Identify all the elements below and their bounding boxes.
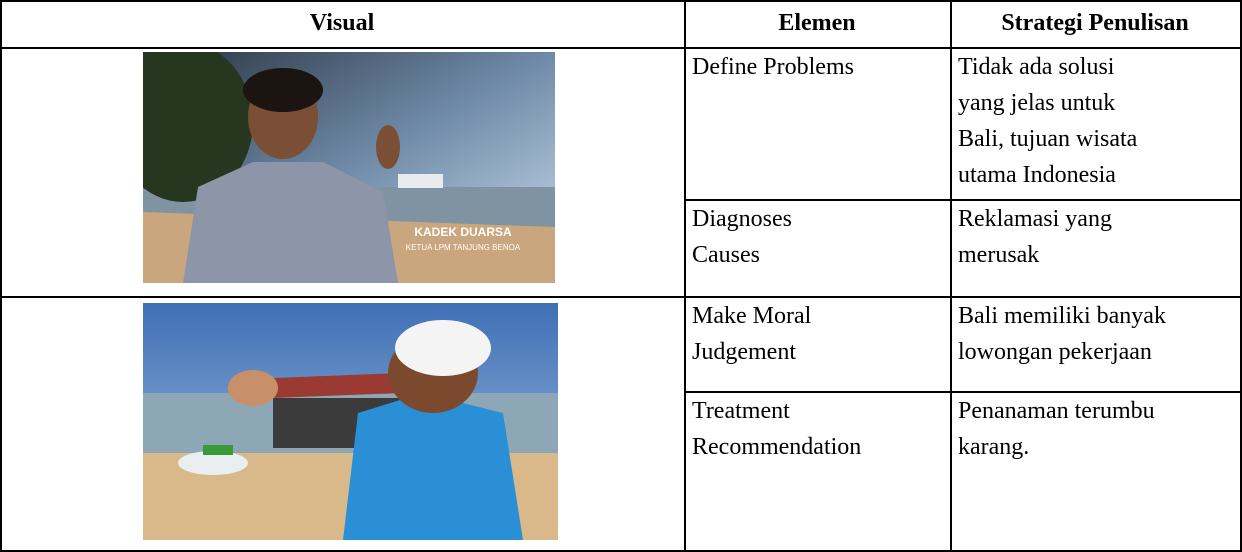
strategy-cell: Penanaman terumbu karang. <box>958 393 1155 465</box>
border <box>0 550 1242 552</box>
border <box>1240 0 1242 552</box>
text-line: Tidak ada solusi <box>958 54 1115 80</box>
header-cell: Elemen <box>778 10 856 36</box>
element-cell: Make Moral Judgement <box>692 298 811 370</box>
text-line: Judgement <box>692 339 796 365</box>
border <box>684 391 1242 393</box>
border <box>950 0 952 552</box>
header-cell: Visual <box>309 10 375 36</box>
border <box>0 47 1242 49</box>
text-line: yang jelas untuk <box>958 90 1116 116</box>
header-cell: Strategi Penulisan <box>1001 10 1189 36</box>
text-line: karang. <box>958 434 1030 460</box>
text-line: Bali memiliki banyak <box>958 303 1166 329</box>
video-still: KADEK DUARSA KETUA LPM TANJUNG BENOA <box>143 52 555 283</box>
border <box>0 0 2 552</box>
border <box>0 0 1242 2</box>
element-cell: Diagnoses Causes <box>692 201 792 273</box>
text-line: Define Problems <box>692 54 854 80</box>
video-still <box>143 303 558 540</box>
text-line: utama Indonesia <box>958 162 1116 188</box>
border <box>684 199 1242 201</box>
border <box>0 296 1242 298</box>
border <box>684 0 686 552</box>
strategy-cell: Bali memiliki banyak lowongan pekerjaan <box>958 298 1166 370</box>
text-line: merusak <box>958 242 1040 268</box>
text-line: Diagnoses <box>692 206 792 232</box>
text-line: Make Moral <box>692 303 812 329</box>
strategy-cell: Tidak ada solusi yang jelas untuk Bali, tu… <box>958 49 1137 193</box>
text-line: Recommendation <box>692 434 862 460</box>
text-line: lowongan pekerjaan <box>958 339 1152 365</box>
element-cell: Treatment Recommendation <box>692 393 861 465</box>
strategy-cell: Reklamasi yang merusak <box>958 201 1112 273</box>
text-line: Bali, tujuan wisata <box>958 126 1138 152</box>
element-cell: Define Problems <box>692 49 854 85</box>
caption-name: KADEK DUARSA <box>414 225 512 239</box>
text-line: Reklamasi yang <box>958 206 1112 232</box>
text-line: Penanaman terumbu <box>958 398 1155 424</box>
caption-role: KETUA LPM TANJUNG BENOA <box>406 243 521 252</box>
text-line: Treatment <box>692 398 790 424</box>
text-line: Causes <box>692 242 760 268</box>
